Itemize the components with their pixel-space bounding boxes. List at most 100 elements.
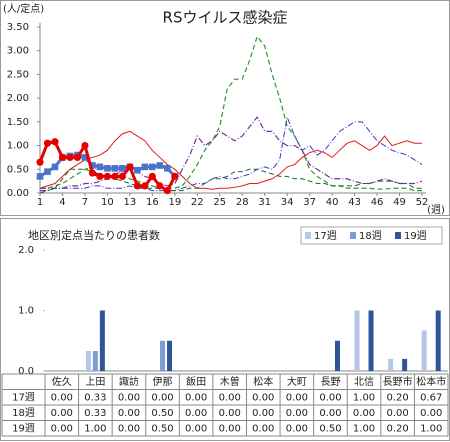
y-axis-label: (人/定点) [3,2,44,15]
point [118,172,126,180]
y-tick-label: 2.50 [7,69,29,80]
point [148,172,156,180]
bar [334,340,340,371]
legend-label: 18週 [359,230,382,242]
point [88,169,97,177]
bar [421,330,427,371]
point [156,162,164,169]
table-value: 0.50 [151,423,173,434]
y-tick-label: 2.0 [18,245,34,256]
x-tick-label: 4 [59,197,65,208]
table-value: 0.00 [252,423,274,434]
x-tick-label: 16 [146,197,159,208]
table-value: 0.00 [252,392,274,403]
category-label: 佐久 [52,376,72,388]
table-value: 0.00 [286,423,308,434]
point [36,158,44,166]
point [149,163,156,171]
x-tick-label: 46 [371,197,384,208]
y-tick-label: 0.50 [7,164,29,175]
category-label: 伊那 [153,376,173,388]
x-tick-label: 43 [348,197,361,208]
table-value: 1.00 [353,423,375,434]
table-value: 0.00 [118,423,140,434]
y-tick-label: 1.00 [7,141,29,152]
bar [388,358,394,371]
x-tick-label: 22 [191,197,204,208]
table-value: 0.50 [319,423,341,434]
x-tick-label: 52 [416,197,429,208]
point [73,153,82,162]
table-value: 0.33 [84,408,106,419]
legend-label: 17週 [314,230,337,242]
table-value: 0.00 [286,408,308,419]
table-value: 0.00 [386,408,408,419]
chart-title: RSウイルス感染症 [163,9,288,27]
bar [167,340,173,371]
point [104,165,111,172]
bar [435,310,441,371]
x-axis-label: (週) [427,204,445,216]
x-tick-label: 31 [258,197,271,208]
category-label: 長野 [320,376,340,388]
x-tick-label: 7 [82,197,88,208]
legend-box [300,226,443,245]
x-tick-label: 19 [168,197,181,208]
point [89,162,96,169]
row-label: 18週 [12,407,35,419]
point [96,172,104,180]
table-value: 0.00 [185,408,207,419]
table-value: 0.67 [420,392,442,403]
series-line [39,168,422,194]
category-label: 諏訪 [119,375,139,388]
table-value: 0.50 [151,408,173,419]
y-tick-label: 3.50 [7,22,29,33]
y-tick-label: 3.00 [7,46,29,57]
table-value: 0.00 [51,408,73,419]
y-tick-label: 0.0 [18,366,34,377]
category-label: 松本 [253,375,273,388]
point [103,172,112,180]
table-value: 0.00 [219,392,241,403]
table-value: 0.33 [84,392,106,403]
point [58,153,67,162]
category-label: 北信 [354,376,374,388]
category-label: 長野市 [383,375,413,388]
point [51,163,59,171]
bar [160,340,166,371]
table-value: 0.20 [386,392,408,403]
table-value: 0.00 [319,392,341,403]
bar [92,351,98,371]
table-value: 0.00 [51,392,73,403]
x-tick-label: 40 [326,197,339,208]
point [163,187,171,195]
y-tick-label: 1.50 [7,117,29,128]
table-value: 0.00 [252,408,274,419]
x-tick-label: 25 [213,197,226,208]
category-label: 松本市 [416,375,446,388]
series-line [40,116,423,192]
table-value: 0.00 [118,408,140,419]
table-value: 1.00 [84,423,106,434]
table-value: 0.20 [386,423,408,434]
category-label: 木曽 [220,375,240,388]
x-tick-label: 10 [101,197,114,208]
point [51,138,59,146]
category-label: 上田 [85,376,105,388]
table-value: 0.00 [319,408,341,419]
point [43,139,52,147]
y-tick-label: 2.00 [7,93,29,104]
point [141,163,149,171]
x-tick-label: 49 [393,197,406,208]
bar [354,310,360,371]
row-label: 17週 [12,391,35,403]
point [111,172,119,180]
top-frame [0,0,450,216]
x-tick-label: 37 [303,197,316,208]
series-line [40,115,423,192]
x-tick-label: 13 [124,197,137,208]
x-tick-label: 34 [281,197,294,208]
bar [368,310,374,371]
legend-swatch [305,232,311,239]
